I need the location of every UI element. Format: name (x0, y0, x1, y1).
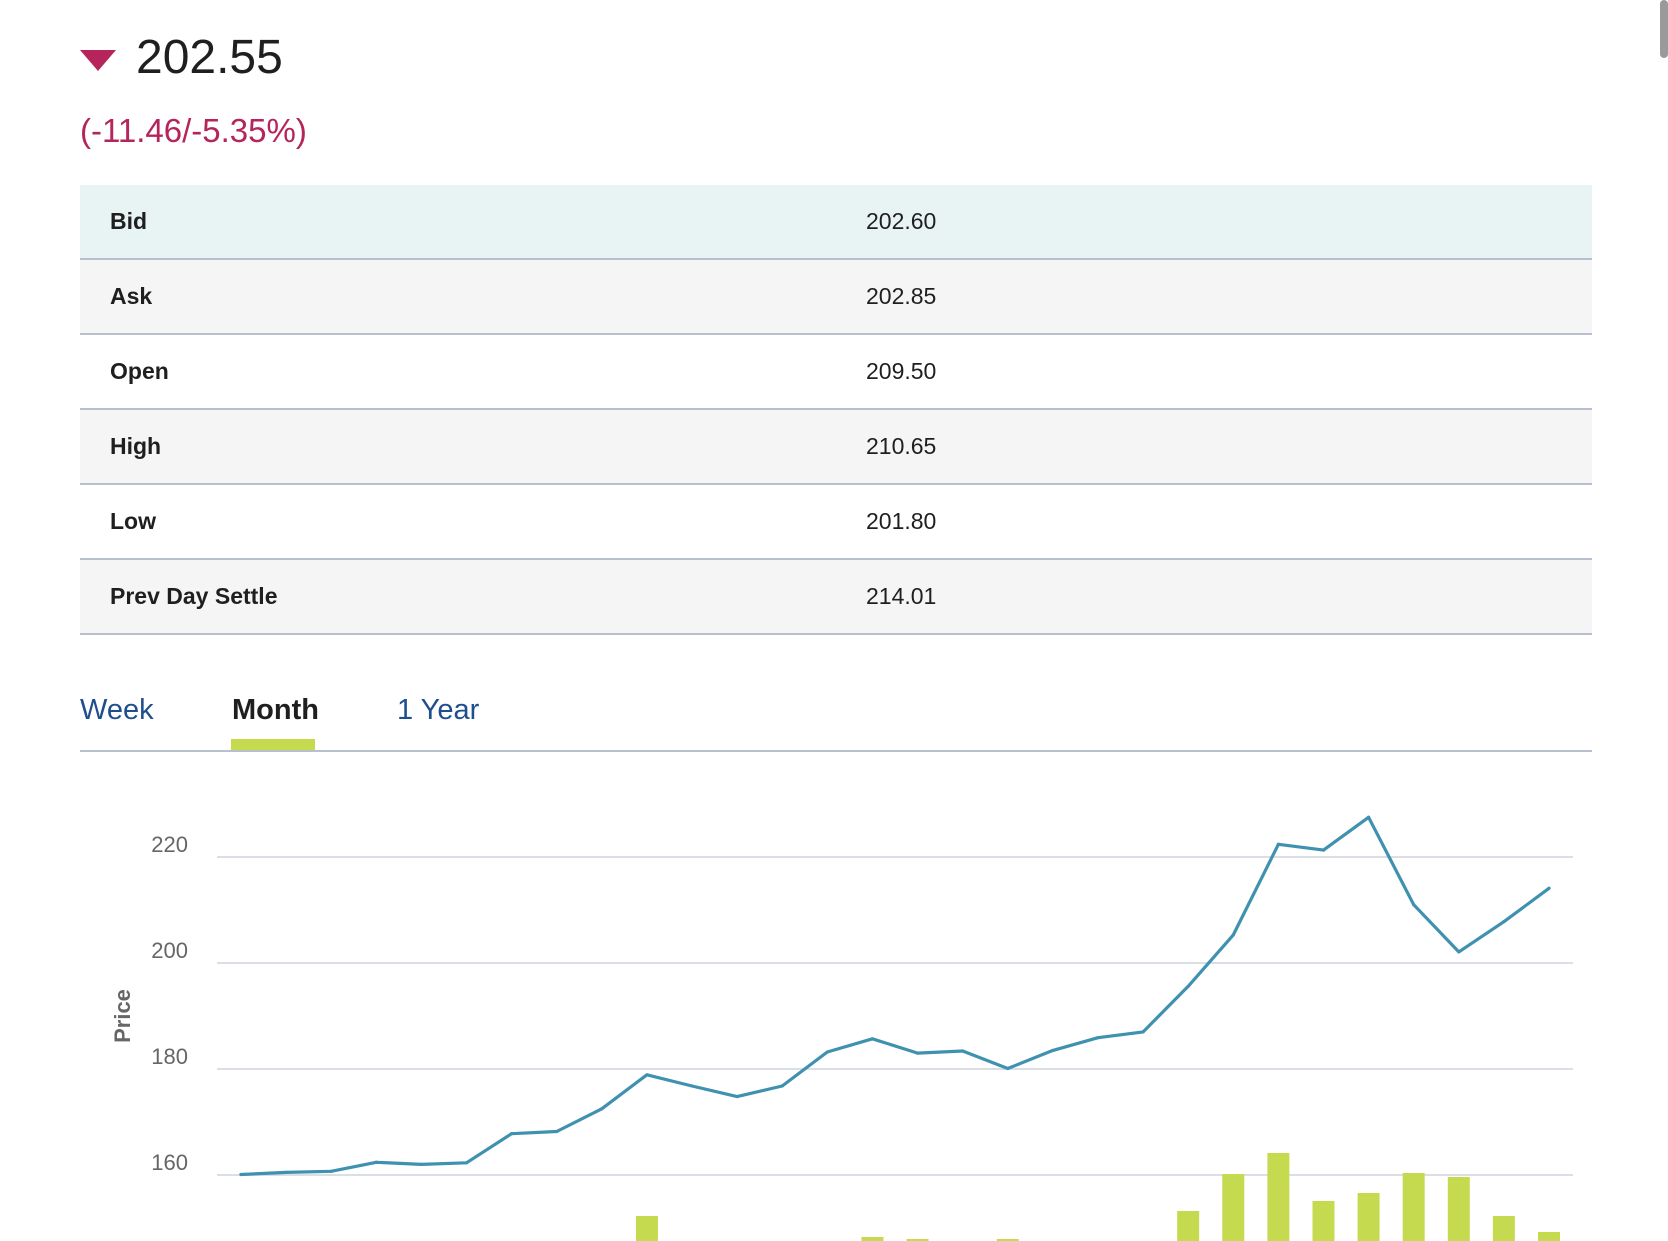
row-label-bid: Bid (110, 208, 148, 234)
price-chart-svg: 220 200 180 160 Price (110, 815, 1573, 1241)
price-data-point (1366, 815, 1371, 819)
price-data-point (1051, 1048, 1055, 1053)
triangle-down-icon (80, 50, 116, 71)
table-row: Low 201.80 (80, 485, 1592, 560)
volume-bar (906, 1239, 929, 1241)
table-row: Bid 202.60 (80, 185, 1592, 260)
price-data-point (1006, 1066, 1010, 1071)
price-data-point (419, 1162, 424, 1166)
volume-bar (1447, 1177, 1470, 1241)
row-label-open: Open (110, 358, 169, 384)
price-data-point (825, 1050, 829, 1054)
volume-bar (635, 1216, 658, 1241)
row-value-ask: 202.85 (866, 283, 937, 309)
price-data-point (374, 1160, 378, 1164)
tab-1-year[interactable]: 1 Year (397, 694, 480, 726)
volume-bar (996, 1239, 1019, 1241)
price-data-point (600, 1107, 604, 1111)
table-row: Prev Day Settle 214.01 (80, 560, 1592, 635)
volume-bar (1538, 1232, 1560, 1241)
row-value-low: 201.80 (866, 508, 937, 534)
price-data-point (1457, 950, 1461, 954)
last-price: 202.55 (136, 31, 283, 84)
price-data-point (555, 1129, 559, 1134)
volume-bar (1357, 1193, 1380, 1241)
volume-bar (1492, 1216, 1515, 1241)
row-value-prev-day-settle: 214.01 (866, 583, 937, 609)
y-tick-label: 220 (151, 832, 188, 857)
volume-bar (1222, 1174, 1245, 1241)
price-data-point (1096, 1036, 1100, 1040)
price-data-point (1502, 920, 1506, 924)
price-header: 202.55 (80, 30, 283, 85)
volume-bar (1402, 1173, 1425, 1241)
row-label-ask: Ask (110, 283, 153, 309)
table-row: Open 209.50 (80, 335, 1592, 410)
tab-week[interactable]: Week (80, 694, 154, 726)
price-data-point (1231, 933, 1235, 937)
row-value-open: 209.50 (866, 358, 937, 384)
y-tick-label: 180 (151, 1044, 188, 1069)
y-tick-label: 160 (151, 1150, 188, 1175)
tab-month[interactable]: Month (232, 694, 319, 726)
price-data-point (690, 1084, 694, 1088)
price-change: (-11.46/-5.35%) (80, 112, 307, 149)
price-data-point (510, 1132, 514, 1136)
table-row: Ask 202.85 (80, 260, 1592, 335)
row-label-low: Low (110, 508, 156, 534)
price-data-point (1186, 984, 1190, 988)
scrollbar-thumb[interactable] (1660, 0, 1668, 58)
row-label-prev-day-settle: Prev Day Settle (110, 583, 278, 609)
row-label-high: High (110, 433, 162, 459)
price-data-point (1321, 848, 1326, 852)
active-tab-indicator (231, 739, 315, 750)
chart-range-tabs: Week Month 1 Year (80, 680, 1592, 752)
price-chart: 220 200 180 160 Price (0, 760, 1668, 1241)
price-data-point (239, 1172, 243, 1177)
price-data-point (1547, 886, 1551, 890)
volume-bar (1177, 1211, 1200, 1241)
price-data-point (735, 1094, 739, 1099)
price-data-point (780, 1084, 784, 1088)
y-axis-label: Price (110, 989, 135, 1043)
price-data-point (1412, 903, 1416, 907)
price-data-point (870, 1037, 875, 1041)
price-series-line (239, 815, 1551, 1177)
price-data-point (1276, 842, 1280, 846)
price-data-point (329, 1169, 333, 1173)
volume-bar (1267, 1153, 1290, 1241)
table-row: High 210.65 (80, 410, 1592, 485)
quote-table: Bid 202.60 Ask 202.85 Open 209.50 High 2… (80, 185, 1592, 635)
volume-bar (861, 1237, 884, 1241)
price-data-point (915, 1051, 920, 1055)
price-data-point (284, 1170, 288, 1174)
y-tick-label: 200 (151, 938, 188, 963)
row-value-high: 210.65 (866, 433, 937, 459)
price-data-point (645, 1073, 649, 1077)
price-data-point (464, 1161, 469, 1165)
price-data-point (961, 1049, 965, 1053)
volume-bar (1312, 1201, 1335, 1241)
price-data-point (1141, 1030, 1145, 1034)
row-value-bid: 202.60 (866, 208, 937, 234)
